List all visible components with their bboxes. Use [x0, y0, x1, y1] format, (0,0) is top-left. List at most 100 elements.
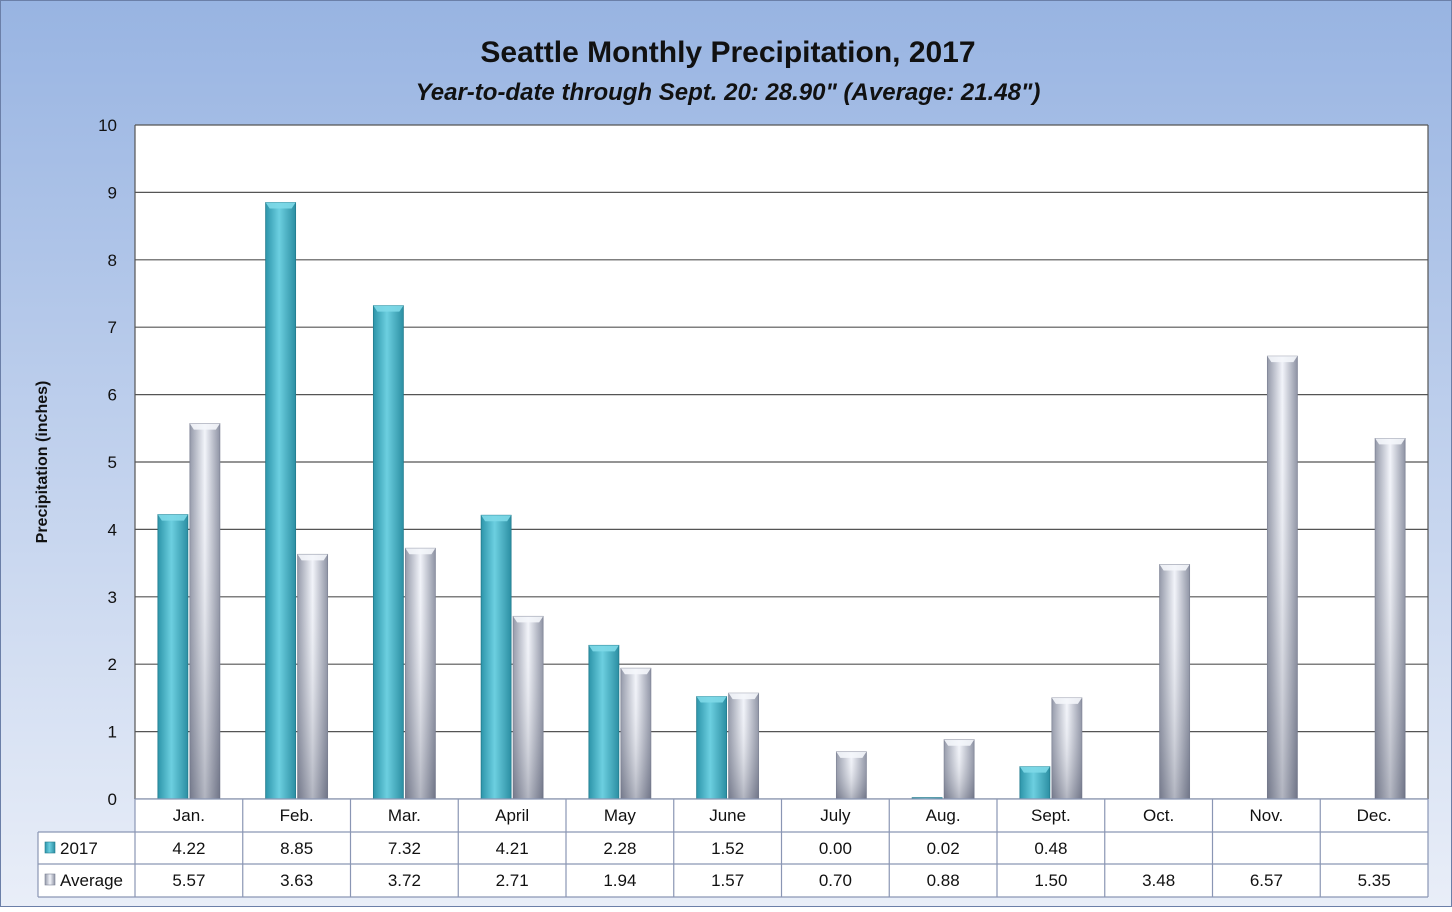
bar-2017	[157, 514, 189, 800]
bar-shade	[513, 616, 544, 799]
bar-average	[189, 423, 221, 800]
bar-cap	[265, 202, 296, 209]
bar-body	[265, 202, 297, 800]
gridlines	[134, 124, 1429, 800]
data-table-value: 1.94	[603, 871, 636, 890]
x-tick-label: Mar.	[388, 806, 421, 825]
y-tick-label: 0	[108, 790, 117, 809]
data-table: Jan. Feb. Mar. April May June July Aug. Sept. Oct…	[37, 798, 1429, 898]
bar-shade	[944, 739, 975, 799]
bar-cap	[513, 616, 544, 623]
y-axis-ticks: 0 1 2 3 4 5 6 7 8 9 10	[98, 116, 117, 809]
y-tick-label: 10	[98, 116, 117, 135]
bar-shade	[297, 554, 328, 799]
chart-title: Seattle Monthly Precipitation, 2017	[480, 36, 975, 69]
bar-average	[1159, 564, 1191, 800]
bar-2017	[480, 514, 512, 800]
x-tick-label: Sept.	[1031, 806, 1071, 825]
data-table-value: 6.57	[1250, 871, 1283, 890]
bar-cap	[1051, 697, 1082, 704]
bar-shade	[1267, 356, 1298, 799]
bar-cap	[588, 645, 619, 652]
bar-2017	[372, 305, 404, 800]
data-table-value: 5.57	[172, 871, 205, 890]
bar-cap	[836, 751, 867, 758]
data-table-value: 3.72	[388, 871, 421, 890]
bar-cap	[189, 423, 220, 430]
bar-shade	[620, 668, 651, 799]
data-table-value: 0.02	[927, 839, 960, 858]
data-table-value: 5.35	[1358, 871, 1391, 890]
data-table-value: 7.32	[388, 839, 421, 858]
data-table-value: 4.21	[496, 839, 529, 858]
x-tick-label: Nov.	[1250, 806, 1284, 825]
bar-cap	[1159, 564, 1190, 571]
data-table-value: 0.88	[927, 871, 960, 890]
bar-body	[157, 514, 189, 800]
bar-2017	[265, 202, 297, 800]
bar-average	[404, 547, 436, 800]
bar-body	[372, 305, 404, 800]
bar-cap	[373, 305, 404, 312]
chart-subtitle: Year-to-date through Sept. 20: 28.90" (A…	[416, 79, 1041, 106]
bar-body	[480, 514, 512, 800]
data-table-value: 3.63	[280, 871, 313, 890]
x-tick-label: Jan.	[173, 806, 205, 825]
bar-shade	[405, 548, 436, 799]
bar-cap	[728, 693, 759, 700]
data-table-value: 1.57	[711, 871, 744, 890]
legend-swatch	[44, 873, 56, 886]
legend-swatch	[44, 841, 56, 854]
bar-cap	[1267, 356, 1298, 363]
y-tick-label: 8	[108, 251, 117, 270]
bar-cap	[1375, 438, 1406, 445]
data-table-value: 3.48	[1142, 871, 1175, 890]
bar-cap	[696, 696, 727, 703]
bar-2017	[696, 696, 728, 800]
bar-shade	[1051, 697, 1082, 799]
x-tick-label: July	[820, 806, 851, 825]
bar-shade	[189, 423, 220, 799]
x-tick-label: Aug.	[926, 806, 961, 825]
bar-average	[512, 615, 544, 800]
y-tick-label: 1	[108, 723, 117, 742]
data-table-value: 8.85	[280, 839, 313, 858]
data-table-value: 2.28	[603, 839, 636, 858]
legend-series-name: Average	[60, 871, 123, 890]
bar-shade	[728, 693, 759, 799]
bar-average	[620, 667, 652, 800]
bar-average	[728, 692, 760, 800]
legend-series-name: 2017	[60, 839, 98, 858]
bar-cap	[944, 739, 975, 746]
bar-average	[835, 751, 867, 800]
data-table-value: 2.71	[496, 871, 529, 890]
bar-average	[1266, 355, 1298, 800]
bar-average	[1051, 697, 1083, 800]
y-axis-label: Precipitation (inches)	[34, 381, 51, 544]
x-tick-label: Oct.	[1143, 806, 1174, 825]
x-tick-label: Feb.	[280, 806, 314, 825]
x-tick-label: April	[495, 806, 529, 825]
bar-2017	[588, 644, 620, 800]
y-tick-label: 6	[108, 386, 117, 405]
bar-shade	[836, 751, 867, 799]
data-table-value: 0.70	[819, 871, 852, 890]
bar-2017	[1019, 766, 1051, 800]
bar-shade	[1159, 564, 1190, 799]
bar-cap	[481, 515, 512, 522]
y-tick-label: 7	[108, 318, 117, 337]
data-table-value: 4.22	[172, 839, 205, 858]
y-tick-label: 5	[108, 453, 117, 472]
data-table-value: 1.50	[1034, 871, 1067, 890]
bar-cap	[1019, 766, 1050, 773]
data-table-value: 0.00	[819, 839, 852, 858]
y-tick-label: 3	[108, 588, 117, 607]
bar-average	[297, 553, 329, 800]
bar-average	[943, 739, 975, 800]
bar-cap	[405, 548, 436, 555]
bar-cap	[297, 554, 328, 561]
data-table-value: 1.52	[711, 839, 744, 858]
bar-body	[696, 696, 728, 800]
